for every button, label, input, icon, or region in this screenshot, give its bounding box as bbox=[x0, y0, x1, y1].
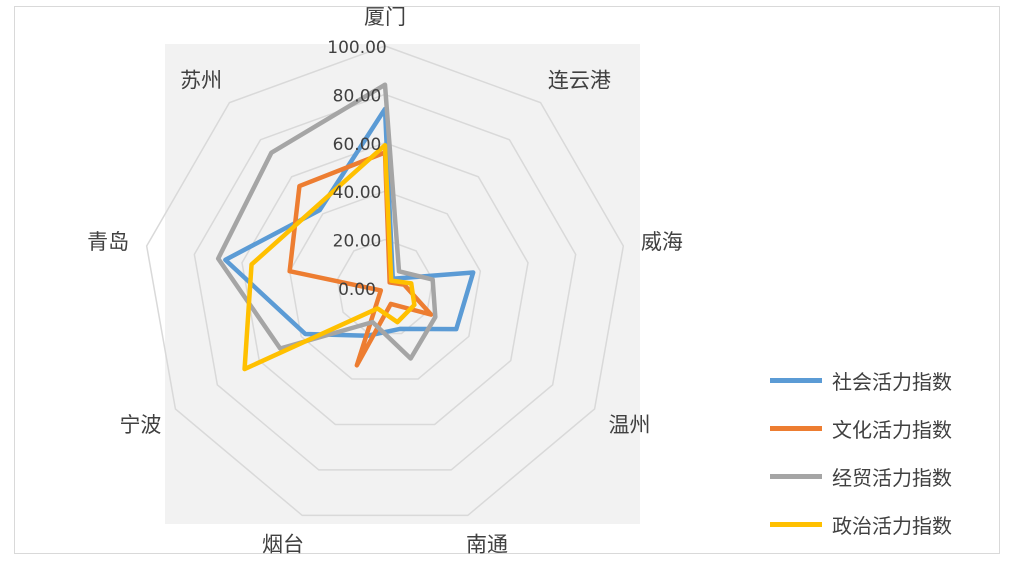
category-label: 厦门 bbox=[364, 5, 406, 29]
tick-label: 20.00 bbox=[333, 232, 382, 252]
legend-swatch bbox=[770, 522, 822, 527]
category-label: 连云港 bbox=[548, 69, 611, 93]
category-label: 宁波 bbox=[119, 413, 161, 437]
category-label: 青岛 bbox=[87, 230, 129, 254]
category-label: 烟台 bbox=[262, 533, 304, 557]
legend-swatch bbox=[770, 474, 822, 479]
legend-label: 社会活力指数 bbox=[832, 366, 952, 395]
legend-item[interactable]: 政治活力指数 bbox=[770, 500, 990, 548]
tick-label: 60.00 bbox=[333, 135, 382, 155]
legend: 社会活力指数 文化活力指数 经贸活力指数 政治活力指数 bbox=[770, 356, 990, 548]
tick-label: 40.00 bbox=[333, 183, 382, 203]
tick-label: 80.00 bbox=[333, 86, 382, 106]
legend-item[interactable]: 经贸活力指数 bbox=[770, 452, 990, 500]
tick-label: 0.00 bbox=[338, 280, 376, 300]
legend-label: 经贸活力指数 bbox=[832, 462, 952, 491]
category-label: 南通 bbox=[466, 533, 508, 557]
legend-label: 文化活力指数 bbox=[832, 414, 952, 443]
legend-swatch bbox=[770, 426, 822, 431]
category-label: 苏州 bbox=[180, 69, 222, 93]
legend-swatch bbox=[770, 378, 822, 383]
legend-label: 政治活力指数 bbox=[832, 510, 952, 539]
legend-item[interactable]: 社会活力指数 bbox=[770, 356, 990, 404]
tick-label: 100.00 bbox=[327, 38, 386, 58]
category-label: 温州 bbox=[609, 413, 651, 437]
legend-item[interactable]: 文化活力指数 bbox=[770, 404, 990, 452]
category-label: 威海 bbox=[641, 230, 683, 254]
